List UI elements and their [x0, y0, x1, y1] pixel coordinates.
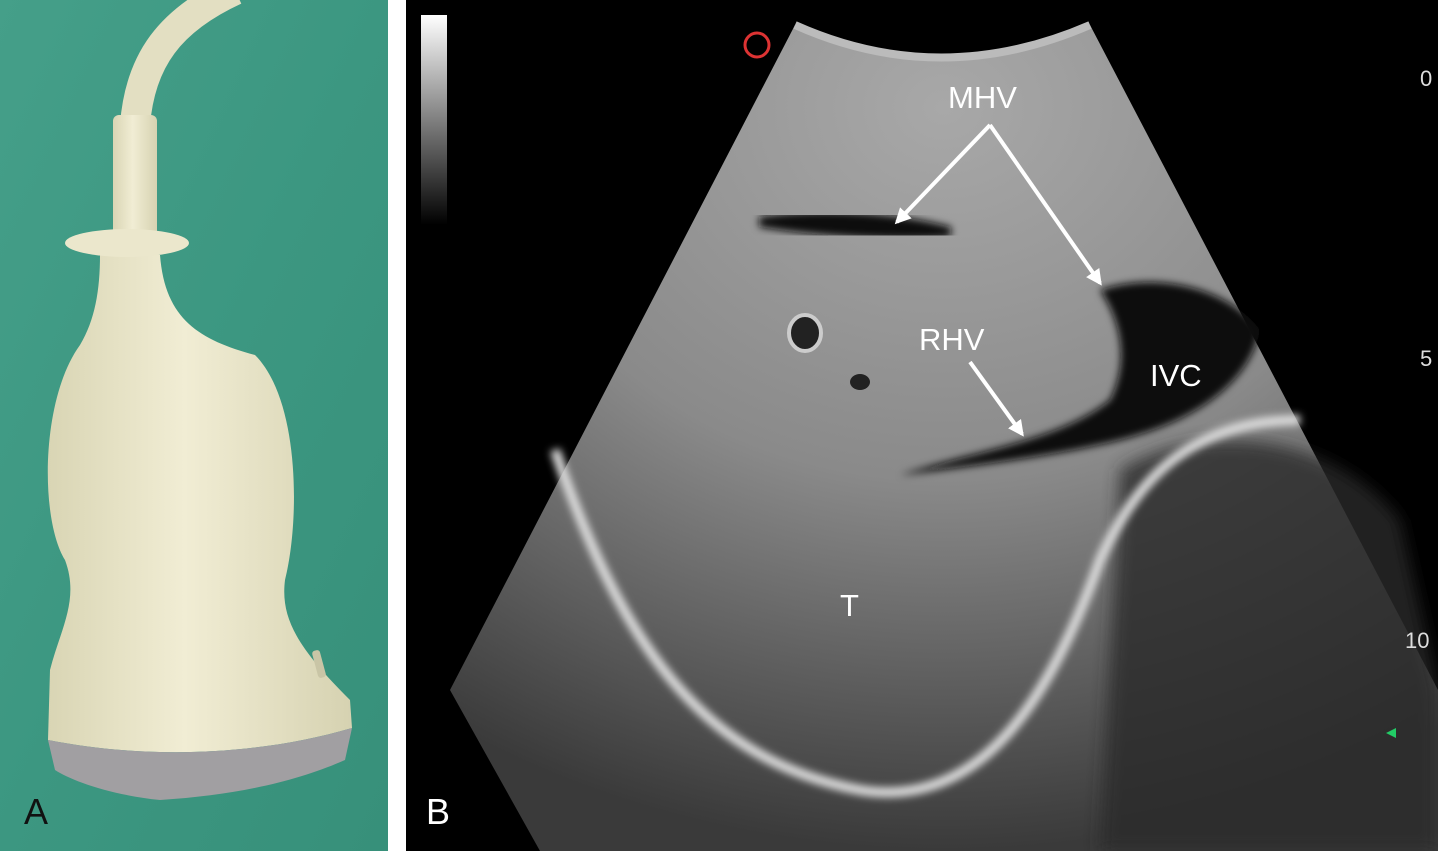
diaphragm: [550, 415, 1301, 798]
depth-label: 5: [1420, 346, 1432, 371]
probe-lens: [48, 728, 352, 800]
logo: [743, 31, 771, 59]
panel-b: MHV RHV IVC T 0 5 10 B: [406, 0, 1438, 851]
annotation: IVC: [1150, 358, 1202, 393]
annotation: MHV: [948, 80, 1017, 115]
probe-body: [47, 255, 352, 753]
panel-label: A: [24, 791, 48, 832]
cable: [120, 0, 242, 127]
depth-label: 10: [1405, 628, 1429, 653]
vessel-cross-section: [787, 313, 823, 353]
annotation: T: [840, 588, 859, 623]
panel-label: B: [426, 791, 450, 832]
vessel-cross-section: [850, 374, 870, 390]
arrow: [988, 123, 1102, 286]
focus-marker: [1386, 728, 1396, 738]
arrow: [968, 360, 1024, 437]
mhv-vessel: [759, 212, 952, 239]
panel-a: A: [0, 0, 388, 851]
arrow: [894, 123, 992, 225]
depth-label: 0: [1420, 66, 1432, 91]
near-field: [793, 21, 1092, 62]
kidney-region: [1100, 440, 1438, 851]
gray-scale-bar: [421, 15, 447, 225]
annotation: RHV: [919, 322, 985, 357]
probe-marker: [312, 650, 326, 678]
sleeve: [113, 115, 157, 240]
probe-flare: [65, 229, 189, 257]
ivc-rhv-vessel: [900, 282, 1260, 475]
